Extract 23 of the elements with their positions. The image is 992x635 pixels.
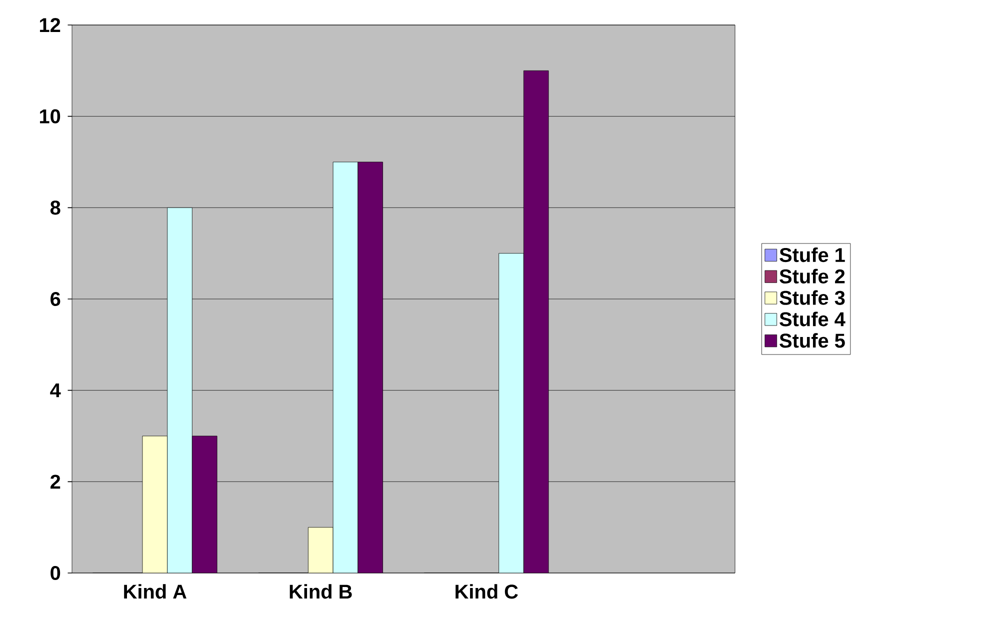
legend-label: Stufe 3 (780, 290, 845, 305)
y-tick-label: 8 (50, 200, 60, 215)
legend-label: Stufe 4 (780, 312, 846, 326)
bar (142, 436, 168, 573)
legend-label: Stufe 2 (780, 268, 845, 284)
x-tick-label: Kind C (456, 584, 518, 599)
legend-label: Stufe 5 (780, 333, 845, 348)
bar (308, 527, 334, 573)
bar (358, 162, 383, 573)
y-tick-label: 12 (40, 18, 60, 32)
bar (192, 436, 218, 573)
bar (523, 70, 549, 573)
bar (167, 207, 192, 573)
legend-label: Stufe 1 (780, 247, 845, 262)
y-tick-label: 0 (50, 566, 60, 580)
bar (498, 253, 524, 573)
x-tick-label: Kind A (124, 584, 186, 599)
y-tick-label: 6 (50, 292, 60, 306)
y-tick-label: 2 (50, 474, 60, 489)
y-tick-label: 4 (50, 383, 61, 398)
x-tick-label: Kind B (290, 584, 352, 599)
bar (332, 162, 358, 573)
y-tick-label: 10 (40, 109, 60, 124)
